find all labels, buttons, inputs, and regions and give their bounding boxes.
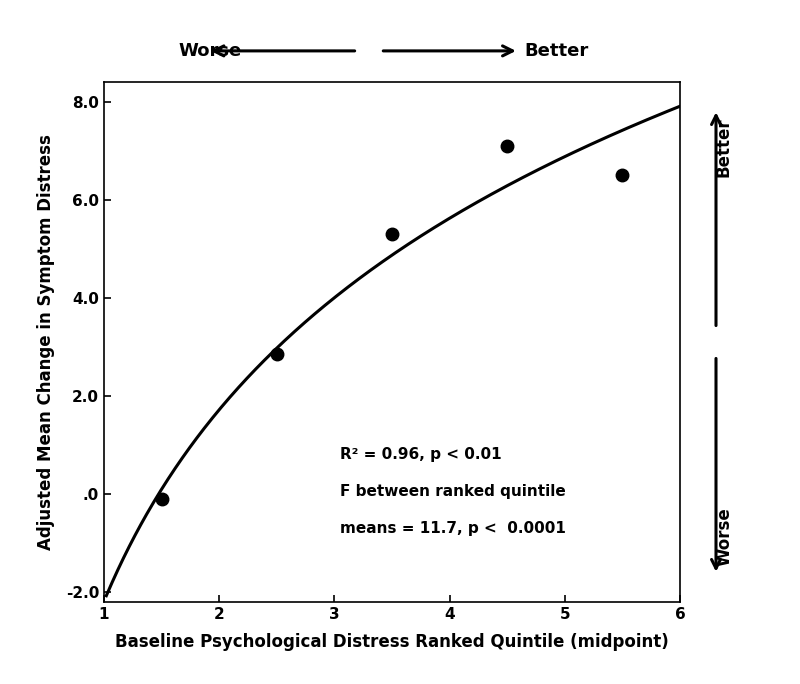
Point (501, 140, 514, 151)
Text: Better: Better (715, 117, 733, 177)
Text: Better: Better (525, 42, 589, 60)
Point (386, 228, 398, 239)
Point (155, 493, 168, 504)
Text: R² = 0.96, p < 0.01: R² = 0.96, p < 0.01 (340, 447, 502, 462)
X-axis label: Baseline Psychological Distress Ranked Quintile (midpoint): Baseline Psychological Distress Ranked Q… (115, 633, 669, 651)
Text: F between ranked quintile: F between ranked quintile (340, 484, 566, 499)
Point (616, 170, 629, 181)
Y-axis label: Adjusted Mean Change in Symptom Distress: Adjusted Mean Change in Symptom Distress (37, 134, 54, 550)
Text: Worse: Worse (179, 42, 242, 60)
Point (270, 349, 283, 360)
Text: Worse: Worse (715, 508, 733, 566)
Text: means = 11.7, p <  0.0001: means = 11.7, p < 0.0001 (340, 521, 566, 536)
